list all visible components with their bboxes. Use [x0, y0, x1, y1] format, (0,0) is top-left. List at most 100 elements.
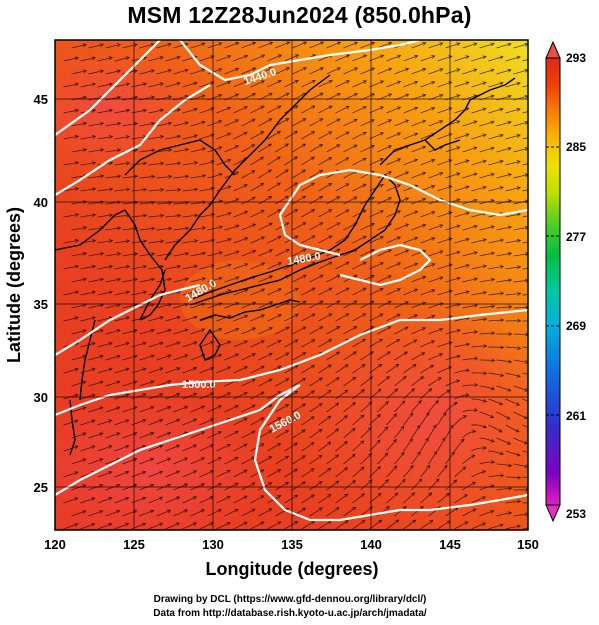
wind-streamline	[148, 291, 164, 296]
wind-arrowhead	[234, 405, 239, 409]
wind-streamline	[267, 156, 281, 166]
wind-streamline	[496, 359, 512, 363]
wind-arrowhead	[456, 354, 461, 359]
wind-arrowhead	[142, 264, 148, 269]
wind-arrowhead	[414, 132, 419, 137]
wind-arrowhead	[516, 212, 522, 217]
wind-streamline	[216, 212, 232, 218]
wind-streamline	[80, 291, 96, 296]
plot-frame	[54, 39, 529, 531]
wind-arrowhead	[302, 326, 307, 331]
wind-arrowhead	[227, 80, 232, 85]
wind-arrowhead	[243, 469, 248, 474]
wind-arrowhead	[166, 509, 172, 514]
wind-arrowhead	[465, 159, 470, 164]
wind-streamline	[233, 106, 248, 114]
wind-streamline	[505, 82, 521, 88]
wind-streamline	[335, 493, 348, 504]
wind-arrowhead	[235, 67, 240, 72]
wind-streamline	[199, 81, 214, 88]
wind-streamline	[258, 118, 272, 127]
wind-arrowhead	[431, 263, 436, 267]
wind-streamline	[360, 223, 375, 231]
wind-arrowhead	[376, 439, 381, 444]
wind-streamline	[386, 439, 397, 452]
wind-arrowhead	[294, 209, 299, 213]
wind-streamline	[454, 107, 469, 114]
wind-arrowhead	[422, 93, 427, 98]
wind-streamline	[377, 197, 392, 205]
wind-streamline	[437, 107, 452, 114]
wind-arrowhead	[294, 287, 299, 292]
wind-arrowhead	[99, 432, 104, 436]
wind-arrowhead	[267, 169, 272, 174]
wind-streamline	[258, 196, 272, 205]
wind-streamline	[156, 43, 172, 49]
wind-arrowhead	[456, 250, 461, 255]
wind-streamline	[301, 520, 315, 530]
wind-streamline	[462, 454, 475, 465]
wind-streamline	[352, 338, 366, 348]
wind-arrowhead	[184, 121, 189, 126]
wind-arrowhead	[490, 94, 495, 99]
wind-streamline	[522, 450, 528, 454]
wind-streamline	[352, 440, 364, 452]
wind-streamline	[148, 316, 164, 322]
wind-streamline	[522, 527, 528, 530]
wind-arrowhead	[284, 143, 290, 148]
wind-arrowhead	[74, 316, 79, 320]
wind-streamline	[173, 406, 188, 413]
wind-arrowhead	[472, 429, 477, 434]
wind-arrowhead	[362, 157, 367, 162]
wind-streamline	[199, 160, 215, 166]
wind-streamline	[224, 456, 239, 465]
wind-streamline	[199, 341, 214, 348]
wind-streamline	[114, 57, 130, 62]
wind-arrowhead	[419, 376, 425, 380]
wind-arrowhead	[456, 146, 461, 150]
wind-streamline	[445, 277, 461, 283]
wind-streamline	[496, 487, 512, 491]
wind-arrowhead	[387, 249, 392, 253]
wind-streamline	[284, 156, 298, 166]
wind-arrowhead	[525, 252, 528, 257]
wind-streamline	[301, 209, 315, 218]
wind-streamline	[63, 109, 79, 114]
wind-streamline	[267, 443, 281, 452]
wind-arrowhead	[108, 108, 114, 113]
wind-arrowhead	[167, 431, 172, 436]
wind-arrowhead	[184, 68, 189, 73]
wind-arrowhead	[482, 107, 487, 112]
wind-streamline	[394, 223, 409, 231]
wind-arrowhead	[108, 135, 114, 139]
wind-streamline	[216, 107, 231, 114]
wind-arrowhead	[516, 238, 522, 243]
wind-arrowhead	[481, 469, 487, 474]
wind-streamline	[156, 227, 172, 231]
wind-arrowhead	[294, 105, 299, 109]
wind-arrowhead	[126, 161, 131, 166]
wind-arrowhead	[400, 425, 405, 430]
wind-arrowhead	[328, 183, 333, 187]
wind-streamline	[71, 227, 87, 231]
wind-arrowhead	[159, 315, 164, 320]
wind-arrowhead	[159, 444, 164, 449]
wind-arrowhead	[473, 120, 478, 125]
wind-arrowhead	[336, 274, 341, 279]
wind-arrowhead	[362, 80, 368, 84]
wind-streamline	[513, 359, 528, 363]
wind-arrowhead	[328, 235, 333, 240]
wind-streamline	[437, 81, 452, 88]
wind-streamline	[233, 263, 248, 270]
wind-streamline	[233, 521, 248, 530]
wind-streamline	[394, 400, 405, 413]
wind-streamline	[369, 519, 382, 530]
wind-arrowhead	[235, 302, 240, 306]
wind-arrowhead	[336, 222, 341, 226]
wind-arrowhead	[343, 440, 348, 445]
wind-streamline	[462, 251, 478, 257]
wind-arrowhead	[524, 147, 528, 151]
wind-arrowhead	[294, 521, 299, 525]
wind-streamline	[505, 293, 521, 296]
wind-streamline	[411, 276, 426, 283]
